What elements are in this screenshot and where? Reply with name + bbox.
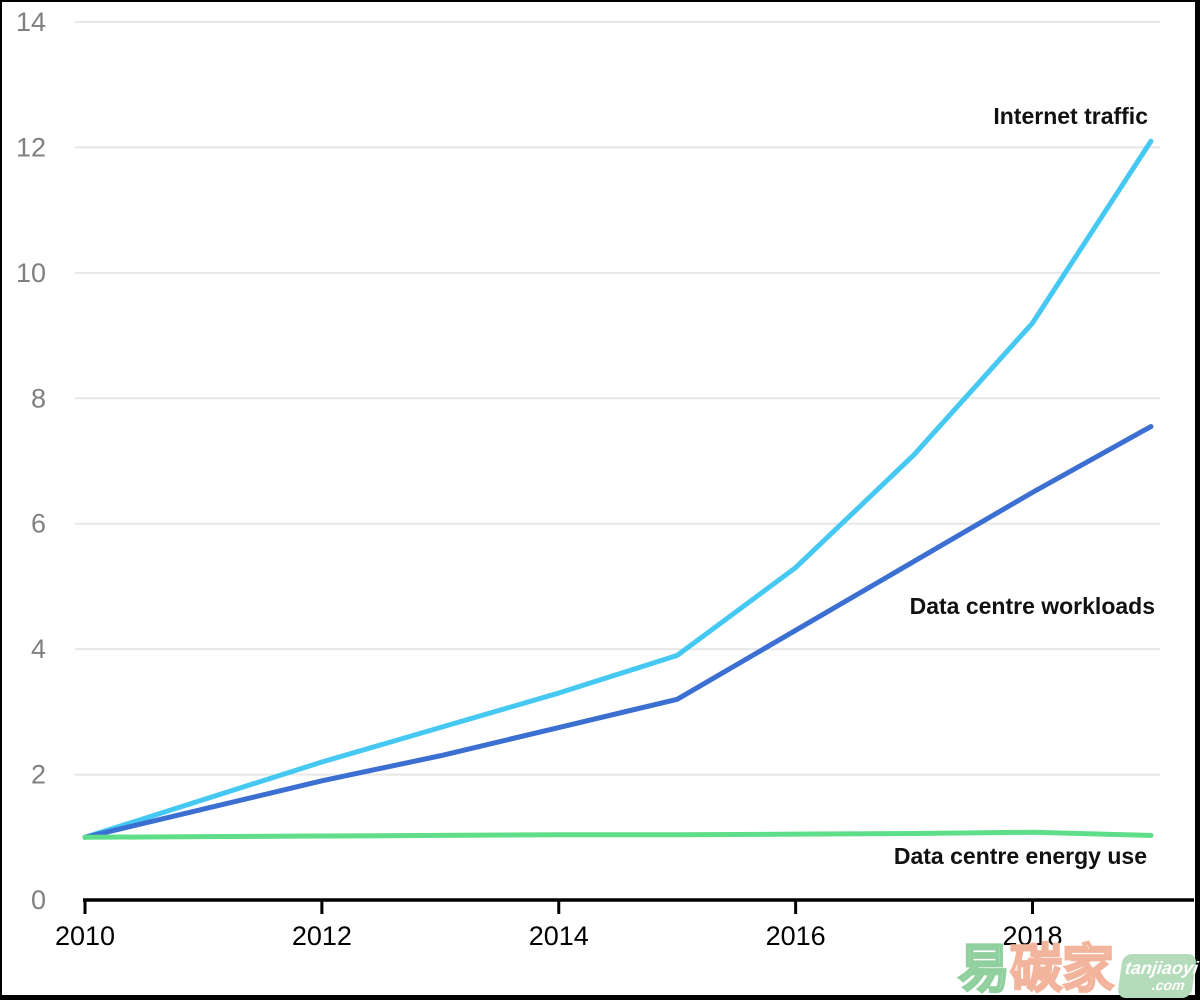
series-line-data-centre-workloads [82, 424, 1154, 840]
x-tick-label-2012: 2012 [292, 921, 352, 951]
series-label-data-centre-energy-use: Data centre energy use [893, 843, 1147, 869]
y-tick-label-6: 6 [31, 509, 46, 539]
x-tick-label-2018: 2018 [1002, 921, 1062, 951]
series-label-internet-traffic: Internet traffic [993, 103, 1148, 129]
y-tick-label-8: 8 [31, 383, 46, 413]
y-tick-label-4: 4 [31, 634, 46, 664]
x-tick-label-2010: 2010 [55, 921, 115, 951]
watermark-char-yi: 易 [957, 940, 1011, 1000]
y-tick-label-14: 14 [16, 7, 46, 37]
series-label-data-centre-workloads: Data centre workloads [909, 593, 1155, 619]
watermark-badge-text: tanjiaoyi [1123, 958, 1200, 978]
watermark-char-tan: 碳 [1009, 940, 1063, 1000]
y-tick-label-2: 2 [31, 760, 46, 790]
x-tick-label-2016: 2016 [766, 921, 826, 951]
series-line-data-centre-energy-use [82, 829, 1154, 840]
watermark-badge: tanjiaoyi .com [1116, 954, 1200, 998]
x-tick-label-2014: 2014 [529, 921, 589, 951]
y-tick-label-0: 0 [31, 885, 46, 915]
watermark-badge-domain: .com [1150, 977, 1186, 993]
watermark-char-jia: 家 [1061, 940, 1115, 1000]
y-tick-label-12: 12 [16, 132, 46, 162]
y-tick-label-10: 10 [16, 258, 46, 288]
series-line-internet-traffic [82, 138, 1154, 840]
watermark: 易 碳 家 tanjiaoyi .com [957, 940, 1200, 1000]
